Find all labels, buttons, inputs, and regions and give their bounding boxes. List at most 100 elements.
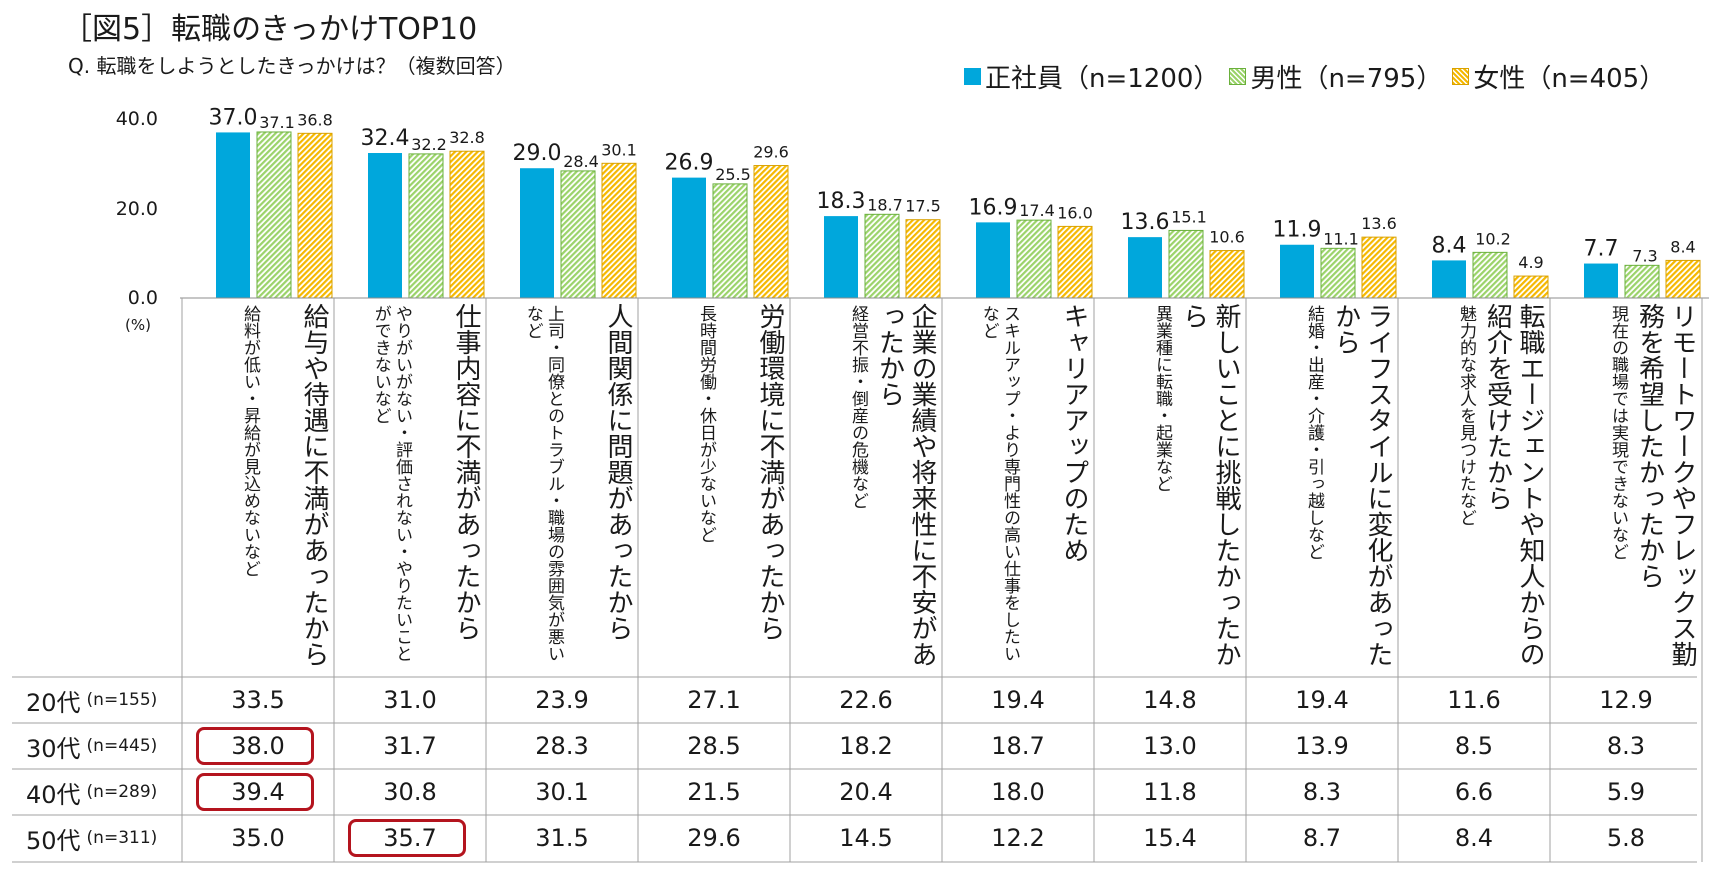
bar-fulltime-10 (1584, 263, 1618, 298)
bar-male-10 (1624, 264, 1660, 299)
legend-item-fulltime: 正社員（n=1200） (964, 58, 1219, 95)
bar-female-4 (753, 165, 789, 299)
table-cell: 8.7 (1302, 824, 1342, 852)
sample-size-label: (n=445) (86, 736, 158, 756)
bar-fulltime-3 (520, 168, 554, 298)
data-label-fulltime-6: 16.9 (969, 195, 1018, 220)
bar-labels-layer: 37.0 37.1 36.8 32.4 32.2 32.8 29.0 28.430.1 26.9… (209, 105, 1696, 272)
data-label-fulltime-10: 7.7 (1584, 237, 1619, 262)
highlight-box-3 (348, 819, 466, 857)
table-cell: 13.0 (1143, 732, 1197, 760)
bar-male-4 (712, 183, 748, 299)
legend-swatch-yellow (1452, 68, 1470, 85)
bar-female-9 (1513, 275, 1549, 299)
data-label-fulltime-4: 26.9 (665, 151, 714, 176)
table-cell: 33.5 (231, 686, 285, 714)
table-cell: 22.6 (839, 686, 893, 714)
bar-female-8 (1361, 236, 1397, 299)
age-group-label: 40代 (26, 780, 81, 809)
table-cell: 5.8 (1606, 824, 1646, 852)
category-sublabel-4: 長時間労働・休日が少ないなど (696, 305, 716, 543)
table-cell: 11.8 (1143, 778, 1197, 806)
highlight-box-1 (196, 727, 314, 765)
data-label-female-10: 8.4 (1670, 237, 1695, 256)
category-label-6: キャリアアップのため (1059, 303, 1089, 563)
age-group-label: 50代 (26, 826, 81, 855)
legend-label-fulltime: 正社員（n=1200） (985, 64, 1220, 94)
data-label-male-3: 28.4 (563, 152, 599, 171)
table-cell: 14.8 (1143, 686, 1197, 714)
age-group-label: 20代 (26, 688, 81, 717)
table-cell: 12.9 (1599, 686, 1653, 714)
bar-fulltime-7 (1128, 237, 1162, 298)
table-cell: 11.6 (1447, 686, 1501, 714)
data-label-female-3: 30.1 (601, 140, 637, 159)
category-sublabel-9: 魅力的な求人を見つけたなど (1456, 305, 1476, 526)
legend-swatch-blue (964, 68, 981, 85)
data-label-female-8: 13.6 (1361, 214, 1397, 233)
table-cell: 18.0 (991, 778, 1045, 806)
table-cell: 28.3 (535, 732, 589, 760)
category-sublabel-6: スキルアップ・より専門性の高い仕事をしたいなど (978, 305, 1020, 662)
bar-female-6 (1057, 225, 1093, 299)
y-tick-40: 40.0 (115, 108, 158, 130)
category-label-2: 仕事内容に不満があったから (451, 303, 481, 641)
data-label-male-7: 15.1 (1171, 207, 1207, 226)
table-cell: 8.3 (1606, 732, 1646, 760)
y-axis-unit: (%) (125, 316, 151, 334)
bar-male-3 (560, 170, 596, 299)
category-label-7: 新しいことに挑戦したかったから (1178, 303, 1242, 667)
table-cell: 15.4 (1143, 824, 1197, 852)
table-cell: 21.5 (687, 778, 741, 806)
table-cell: 31.5 (535, 824, 589, 852)
bar-female-3 (601, 162, 637, 299)
table-cell: 31.7 (383, 732, 437, 760)
y-tick-0: 0.0 (127, 287, 158, 309)
data-label-fulltime-3: 29.0 (513, 141, 562, 166)
bar-female-7 (1209, 250, 1245, 299)
category-label-8: ライフスタイルに変化があったから (1330, 303, 1394, 667)
table-cell: 14.5 (839, 824, 893, 852)
bar-fulltime-5 (824, 216, 858, 298)
table-row-header: 40代 (n=289) (26, 769, 157, 815)
chart-title: ［図5］転職のきっかけTOP10 (62, 12, 478, 47)
bar-female-10 (1665, 259, 1701, 299)
bar-fulltime-2 (368, 153, 402, 298)
category-sublabel-2: やりがいがない・評価されない・やりたいことができないなど (370, 305, 412, 662)
bar-male-8 (1320, 247, 1356, 299)
table-cell: 29.6 (687, 824, 741, 852)
table-row: 30代 (n=445) 38.0 31.7 28.3 28.5 18.2 18.7 13.0 13… (0, 723, 1709, 769)
category-sublabel-7: 異業種に転職・起業など (1152, 305, 1172, 492)
table-cell: 23.9 (535, 686, 589, 714)
table-row: 20代 (n=155) 33.5 31.0 23.9 27.1 22.6 19.4 14.8 19… (0, 677, 1709, 723)
bar-fulltime-9 (1432, 260, 1466, 298)
bar-female-2 (449, 150, 485, 299)
data-label-female-7: 10.6 (1209, 228, 1245, 247)
legend-item-female: 女性（n=405） (1452, 58, 1665, 95)
table-cell: 35.0 (231, 824, 285, 852)
data-label-fulltime-8: 11.9 (1273, 218, 1322, 243)
table-cell: 31.0 (383, 686, 437, 714)
data-label-fulltime-9: 8.4 (1432, 233, 1467, 258)
bar-female-5 (905, 219, 941, 299)
bar-male-1 (256, 131, 292, 299)
table-cell: 6.6 (1454, 778, 1494, 806)
table-cell: 39.4 (231, 778, 285, 806)
data-label-male-6: 17.4 (1019, 201, 1055, 220)
table-cell: 5.9 (1606, 778, 1646, 806)
sample-size-label: (n=289) (86, 782, 158, 802)
table-row: 40代 (n=289) 39.4 30.8 30.1 21.5 20.4 18.0 11.8 8.… (0, 769, 1709, 815)
data-label-fulltime-1: 37.0 (209, 105, 258, 130)
data-label-fulltime-2: 32.4 (361, 126, 410, 151)
table-cell: 8.4 (1454, 824, 1494, 852)
sample-size-label: (n=155) (86, 690, 158, 710)
bar-fulltime-1 (216, 132, 250, 298)
question-text: Q. 転職をしようとしたきっかけは？（複数回答） (68, 54, 516, 78)
y-tick-20: 20.0 (115, 198, 158, 220)
bar-male-7 (1168, 229, 1204, 299)
category-sublabel-3: 上司・同僚とのトラブル・職場の雰囲気が悪いなど (522, 305, 564, 662)
legend-label-male: 男性（n=795） (1250, 64, 1443, 94)
category-label-9: 転職エージェントや知人からの紹介を受けたから (1482, 303, 1546, 667)
table-cell: 18.7 (991, 732, 1045, 760)
data-label-male-1: 37.1 (259, 113, 295, 132)
